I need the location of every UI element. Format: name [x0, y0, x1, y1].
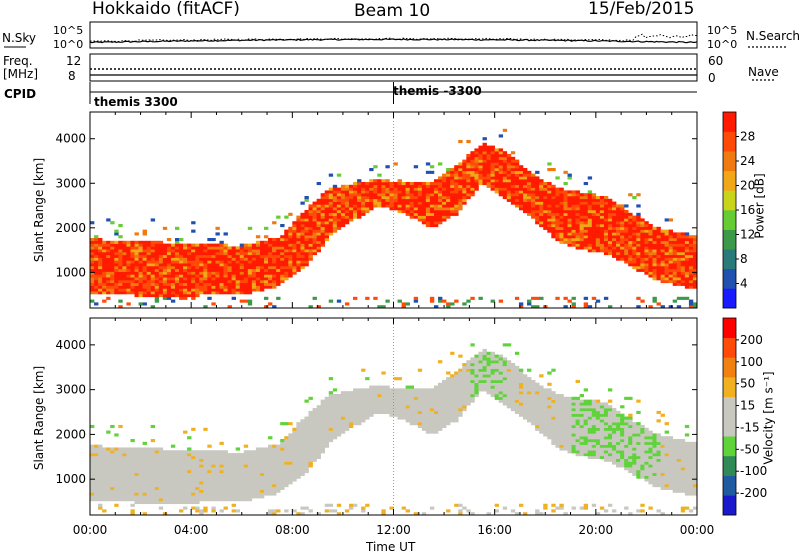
power-ylabel: Slant Range [km]: [32, 157, 47, 263]
x-tick-label-4: 16:00: [477, 523, 512, 537]
nave-tick-top: 60: [708, 54, 724, 68]
power-colorbar-swatch-2: [723, 249, 736, 270]
beam-title: Beam 10: [354, 1, 431, 21]
velocity-colorbar-swatch-3: [723, 436, 736, 457]
freq-tick-top: 12: [66, 54, 82, 68]
power-ytick-label-2: 3000: [55, 176, 86, 190]
power-colorbar-swatch-7: [723, 151, 736, 172]
x-tick-label-6: 00:00: [680, 523, 715, 537]
power-colorbar-swatch-8: [723, 131, 736, 152]
nsky-panel-frame: [89, 21, 698, 49]
x-tick-label-5: 20:00: [579, 523, 614, 537]
nsky-label: N.Sky: [2, 31, 37, 45]
velocity-colorbar-tick-3: 15: [740, 399, 755, 413]
cpid-label: CPID: [4, 87, 37, 101]
power-colorbar-tick-0: 4: [740, 277, 748, 291]
cpid-segment-label-1: themis 3300: [94, 95, 178, 109]
x-axis-label: Time UT: [366, 540, 416, 554]
velocity-ylabel: Slant Range [km]: [32, 365, 47, 471]
velocity-heatmap-cells: [90, 343, 698, 516]
cpid-segment-label-2: themis -3300: [393, 84, 482, 98]
nsky-tick-bottom: 10^0: [53, 38, 84, 51]
velocity-colorbar-tick-7: -200: [740, 486, 767, 500]
power-colorbar-tick-2: 12: [740, 228, 755, 242]
freq-unit-label: [MHz]: [3, 67, 39, 81]
nsky-tick-top: 10^5: [53, 24, 84, 37]
power-ytick-label-1: 2000: [55, 221, 86, 235]
nave-label: Nave: [748, 65, 779, 79]
power-colorbar-swatch-9: [723, 112, 736, 132]
velocity-colorbar-swatch-6: [723, 377, 736, 398]
power-colorbar-swatch-0: [723, 288, 736, 309]
velocity-colorbar-swatch-2: [723, 455, 736, 476]
power-colorbar-swatch-4: [723, 210, 736, 230]
velocity-colorbar-tick-2: 50: [740, 377, 755, 391]
power-colorbar-tick-1: 8: [740, 252, 748, 266]
power-colorbar-swatch-5: [723, 190, 736, 211]
freq-label: Freq.: [3, 54, 33, 68]
velocity-colorbar-swatch-8: [723, 337, 736, 358]
velocity-colorbar-tick-4: -15: [740, 420, 760, 434]
power-heatmap-cells: [90, 128, 698, 309]
power-colorbar-swatch-1: [723, 268, 736, 289]
velocity-ytick-label-1: 2000: [55, 427, 86, 441]
nsearch-series-line: [89, 33, 698, 43]
velocity-colorbar-frame: [722, 317, 737, 516]
nave-tick-bottom: 0: [708, 71, 716, 85]
power-colorbar-swatch-3: [723, 229, 736, 250]
velocity-colorbar-swatch-7: [723, 357, 736, 378]
velocity-colorbar-tick-5: -50: [740, 442, 760, 456]
velocity-colorbar-swatch-0: [723, 495, 736, 516]
power-ytick-label-0: 1000: [55, 265, 86, 279]
radar-title: Hokkaido (fitACF): [92, 0, 240, 19]
velocity-colorbar-swatch-1: [723, 475, 736, 496]
x-tick-label-3: 12:00: [376, 523, 411, 537]
power-ytick-label-3: 4000: [55, 132, 86, 146]
power-colorbar-tick-5: 24: [740, 154, 755, 168]
x-tick-label-1: 04:00: [174, 523, 209, 537]
velocity-colorbar-swatch-9: [723, 318, 736, 338]
nsearch-tick-top: 10^5: [707, 24, 738, 37]
frames-layer: 1000200030004000481216202428100020003000…: [4, 21, 788, 537]
power-colorbar-tick-4: 20: [740, 179, 755, 193]
velocity-colorbar-tick-0: 200: [740, 333, 763, 347]
velocity-ytick-label-2: 3000: [55, 383, 86, 397]
power-colorbar-tick-3: 16: [740, 203, 755, 217]
power-colorbar-label: Power [dB]: [752, 173, 767, 239]
velocity-colorbar-tick-6: -100: [740, 464, 767, 478]
velocity-colorbar-label: Velocity [m s⁻¹]: [761, 371, 776, 465]
power-colorbar-swatch-6: [723, 170, 736, 191]
power-colorbar-tick-6: 28: [740, 130, 755, 144]
x-tick-label-0: 00:00: [73, 523, 108, 537]
nsearch-label: N.Search: [746, 29, 800, 43]
freq-tick-bottom: 8: [68, 69, 76, 83]
date-title: 15/Feb/2015: [588, 0, 695, 19]
velocity-colorbar-swatch-4: [723, 416, 736, 437]
data-layer: [89, 33, 736, 516]
velocity-colorbar-tick-1: 100: [740, 355, 763, 369]
velocity-ytick-label-3: 4000: [55, 338, 86, 352]
x-tick-label-2: 08:00: [275, 523, 310, 537]
nsearch-tick-bottom: 10^0: [707, 38, 738, 51]
velocity-colorbar-swatch-5: [723, 396, 736, 417]
velocity-ytick-label-0: 1000: [55, 472, 86, 486]
freq-panel-frame: [89, 53, 698, 82]
